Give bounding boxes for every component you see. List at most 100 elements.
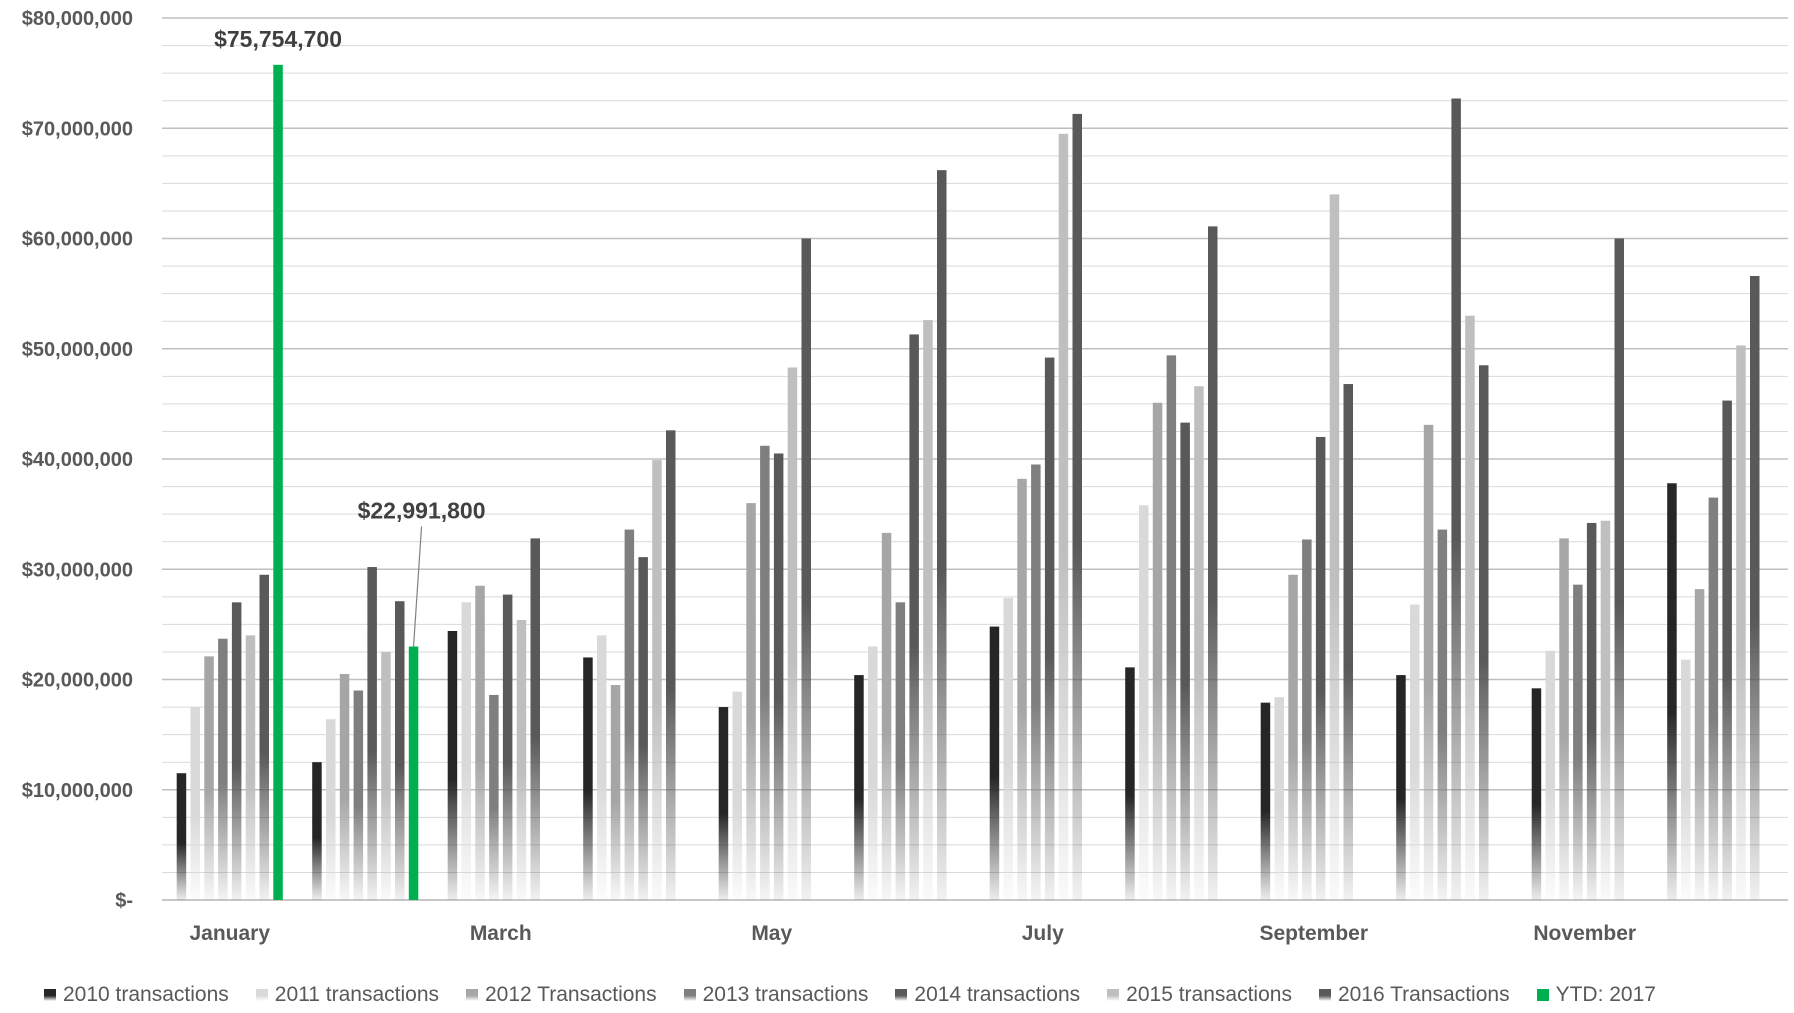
legend-swatch (466, 989, 478, 1001)
bar (273, 64, 283, 900)
legend-label: 2015 transactions (1126, 983, 1292, 1006)
y-tick-label: $80,000,000 (22, 8, 133, 30)
legend-swatch (255, 989, 268, 1001)
bar (326, 719, 336, 900)
bar (787, 367, 798, 900)
bar (1451, 98, 1461, 901)
bar (732, 691, 742, 900)
y-tick-label: $- (115, 890, 133, 912)
bar (489, 694, 499, 900)
data-label-leader (412, 526, 423, 647)
x-tick-label: July (1022, 922, 1064, 945)
bar (583, 657, 593, 900)
annotations: $75,754,700 $22,991,800 (214, 26, 486, 647)
bar (461, 602, 471, 900)
legend-item: 2011 transactions (255, 983, 439, 1007)
bar (245, 635, 256, 900)
bar (516, 619, 527, 900)
bar (1152, 402, 1163, 900)
legend-swatch (895, 989, 908, 1001)
bar (1072, 113, 1082, 901)
bar (1573, 584, 1583, 900)
bar (1329, 194, 1340, 900)
x-tick-label: January (189, 922, 270, 945)
bar (718, 707, 729, 900)
bar (610, 685, 621, 900)
bar (381, 651, 391, 900)
bar (204, 656, 214, 900)
bar (1694, 589, 1705, 900)
bar (1044, 357, 1055, 900)
legend-label: 2013 transactions (702, 983, 869, 1006)
bar (339, 673, 350, 900)
legend-swatch (1318, 989, 1331, 1001)
legend-label: 2011 transactions (274, 983, 439, 1006)
bar (1003, 597, 1013, 900)
bar (1208, 226, 1218, 900)
bar (259, 574, 269, 900)
bar (1180, 422, 1190, 900)
bar (1139, 505, 1149, 900)
y-tick-label: $20,000,000 (22, 670, 133, 692)
bar (231, 602, 242, 900)
x-tick-label: March (470, 922, 532, 945)
bar (638, 557, 648, 900)
bar (475, 585, 485, 900)
bar (597, 635, 607, 900)
bar (502, 594, 513, 900)
legend-item: 2016 Transactions (1318, 983, 1510, 1007)
bar (1396, 675, 1406, 900)
legend-label: 2014 transactions (914, 983, 1081, 1006)
legend-item: 2010 transactions (44, 983, 229, 1007)
bar (1125, 667, 1135, 900)
bar (408, 646, 419, 900)
legend-item: 2013 transactions (683, 983, 869, 1007)
bar (652, 460, 662, 900)
bar (1194, 386, 1204, 900)
y-tick-label: $40,000,000 (22, 449, 133, 471)
bar (773, 453, 784, 900)
legend-label: 2016 Transactions (1337, 983, 1510, 1006)
bar (367, 567, 377, 900)
bar (1722, 400, 1732, 900)
bar (1410, 604, 1420, 900)
bar (176, 773, 187, 900)
y-axis-ticks: $80,000,000 $70,000,000 $60,000,000 $50,000… (22, 8, 133, 912)
bar (1288, 574, 1298, 900)
chart-plot: $80,000,000 $70,000,000 $60,000,000 $50,000… (22, 8, 1788, 945)
bar (1559, 538, 1569, 900)
x-tick-label: September (1259, 922, 1368, 945)
bar (1586, 522, 1597, 900)
bars (176, 64, 1760, 901)
legend: 2010 transactions 2011 transactions 2012 T… (44, 981, 1683, 1009)
bar (909, 334, 919, 901)
bar (1058, 133, 1069, 900)
bar (1465, 315, 1475, 900)
bar (666, 430, 676, 900)
y-tick-label: $50,000,000 (22, 339, 133, 361)
x-tick-label: November (1533, 922, 1636, 945)
legend-label: 2012 Transactions (485, 983, 657, 1006)
legend-swatch (683, 989, 696, 1001)
gridlines (162, 17, 1788, 901)
bar (1315, 436, 1326, 900)
legend-label: 2010 transactions (63, 983, 229, 1006)
legend-label: YTD: 2017 (1555, 983, 1656, 1006)
bar (447, 630, 458, 900)
legend-swatch (44, 989, 56, 1001)
bar (1667, 483, 1677, 900)
legend-item: 2015 transactions (1107, 983, 1292, 1007)
bar (1736, 345, 1746, 900)
bar (1750, 275, 1760, 900)
bar (1681, 659, 1691, 900)
bar (1437, 529, 1448, 900)
bar (1302, 539, 1312, 900)
bar (1423, 424, 1434, 900)
data-label: $75,754,700 (214, 26, 342, 52)
bar (530, 538, 540, 900)
y-tick-label: $70,000,000 (22, 118, 133, 140)
bar (1031, 464, 1041, 900)
bar (1260, 702, 1271, 900)
bar (854, 675, 864, 900)
